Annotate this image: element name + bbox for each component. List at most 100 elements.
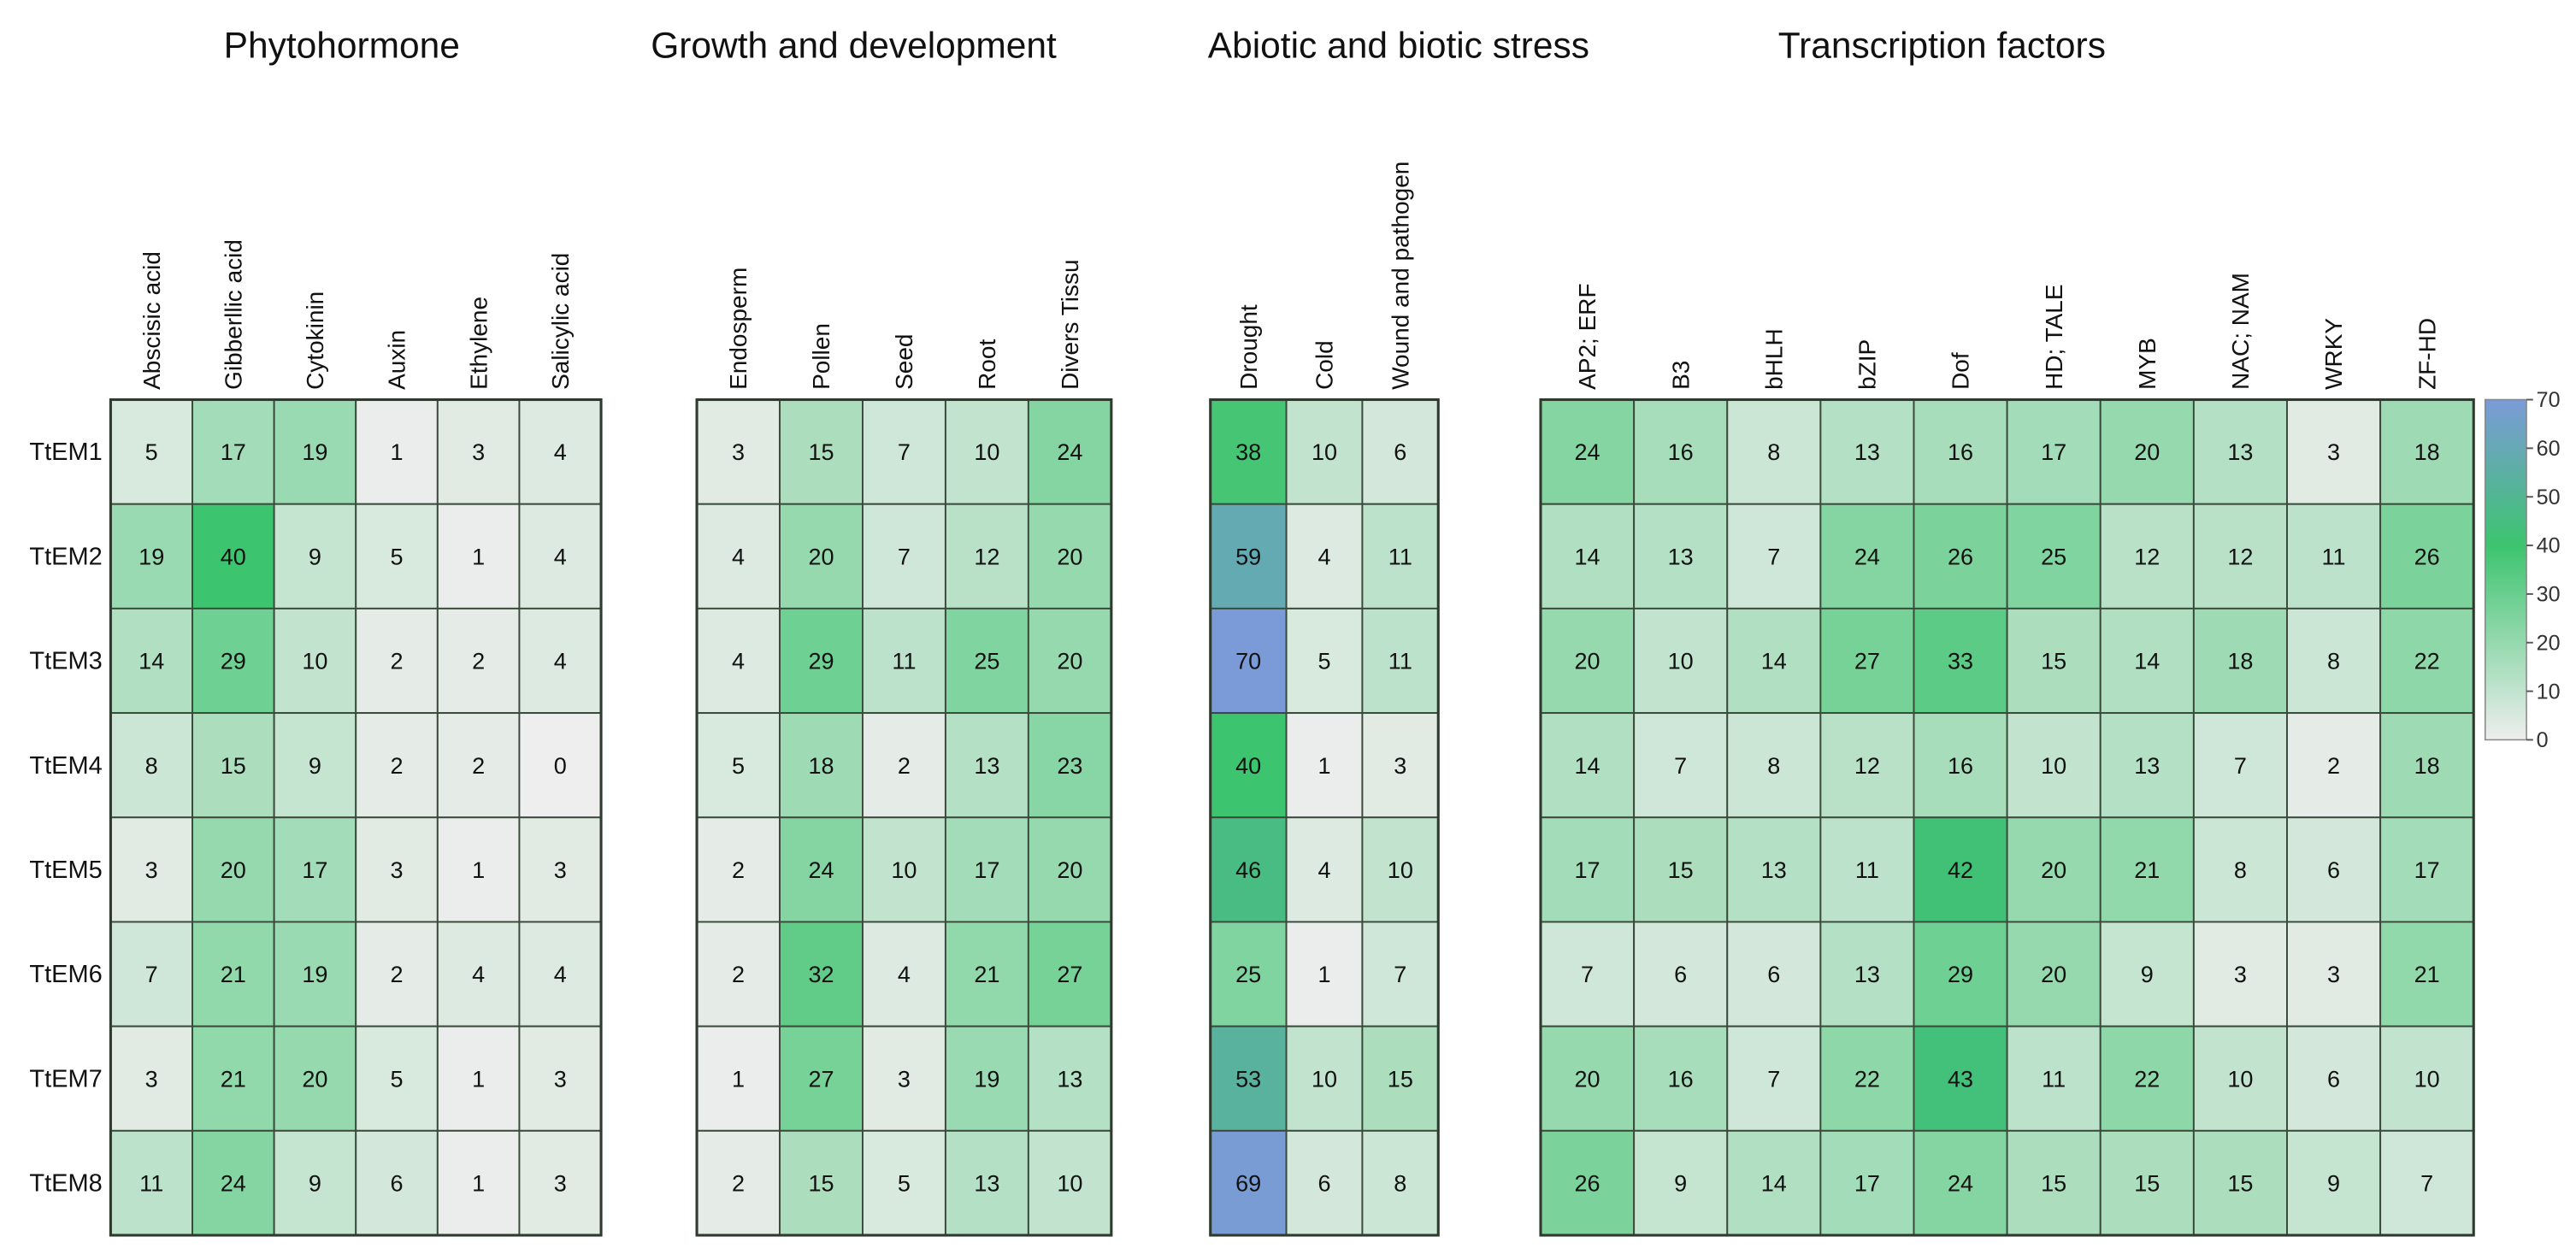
heatmap-cell <box>1361 398 1440 505</box>
heatmap-cell <box>1726 712 1822 819</box>
cell-value: 16 <box>1948 753 1973 779</box>
cell-value: 24 <box>1057 439 1082 465</box>
cell-value: 1 <box>472 1066 485 1092</box>
heatmap-cell <box>1726 398 1822 505</box>
cell-value: 4 <box>898 962 911 987</box>
cell-value: 59 <box>1235 544 1261 569</box>
cell-value: 25 <box>1235 962 1261 987</box>
heatmap-cell <box>944 1129 1029 1236</box>
heatmap-cell <box>109 1129 193 1236</box>
colorbar-tick-label: 60 <box>2537 437 2561 461</box>
cell-value: 2 <box>732 1171 745 1197</box>
cell-value: 27 <box>1854 649 1880 674</box>
heatmap-cell <box>1209 712 1288 819</box>
heatmap-cell <box>1540 1129 1636 1236</box>
cell-value: 12 <box>1854 753 1880 779</box>
panel-title: Abiotic and biotic stress <box>1208 26 1589 67</box>
cell-value: 15 <box>808 1171 834 1197</box>
heatmap-cell <box>1361 816 1440 923</box>
cell-value: 14 <box>2134 649 2160 674</box>
colorbar-tick-label: 70 <box>2537 388 2561 412</box>
cell-value: 10 <box>1312 439 1337 465</box>
heatmap-cell <box>2379 921 2475 1027</box>
cell-value: 15 <box>221 753 246 779</box>
cell-value: 13 <box>974 753 999 779</box>
cell-value: 3 <box>2327 439 2340 465</box>
cell-value: 21 <box>2414 962 2440 987</box>
cell-value: 1 <box>472 857 485 883</box>
cell-value: 9 <box>2327 1171 2340 1197</box>
heatmap-cell <box>944 921 1029 1027</box>
cell-value: 17 <box>1854 1171 1880 1197</box>
cell-value: 2 <box>732 962 745 987</box>
cell-value: 9 <box>309 753 321 779</box>
cell-value: 3 <box>1394 753 1406 779</box>
cell-value: 15 <box>2041 649 2066 674</box>
cell-value: 29 <box>1948 962 1973 987</box>
row-label: TtEM7 <box>29 1065 102 1092</box>
row-label: TtEM8 <box>29 1170 102 1198</box>
cell-value: 7 <box>1767 1066 1780 1092</box>
column-label: bHLH <box>1760 328 1787 390</box>
heatmap-cell <box>1819 712 1915 819</box>
cell-value: 18 <box>2414 439 2440 465</box>
heatmap-cell <box>779 607 864 715</box>
heatmap-cell <box>2192 398 2288 505</box>
cell-value: 13 <box>974 1171 999 1197</box>
cell-value: 2 <box>898 753 911 779</box>
heatmap-cell <box>1209 398 1288 505</box>
heatmap-cell <box>273 1025 357 1132</box>
heatmap-cell <box>2099 503 2195 609</box>
heatmap-cell <box>518 921 602 1027</box>
column-label: B3 <box>1667 361 1694 390</box>
cell-value: 3 <box>145 1066 158 1092</box>
heatmap-cell <box>944 1025 1029 1132</box>
cell-value: 70 <box>1235 649 1261 674</box>
cell-value: 22 <box>2414 649 2440 674</box>
heatmap-cell <box>2006 816 2101 923</box>
heatmap-cell <box>1633 1025 1729 1132</box>
heatmap-cell <box>436 816 521 923</box>
heatmap-cell <box>355 607 439 715</box>
cell-value: 43 <box>1948 1066 1973 1092</box>
heatmap-cell <box>518 1129 602 1236</box>
heatmap-cell <box>1633 1129 1729 1236</box>
heatmap-cell <box>2286 607 2382 715</box>
cell-value: 4 <box>1317 544 1330 569</box>
cell-value: 21 <box>221 962 246 987</box>
heatmap-cell <box>273 1129 357 1236</box>
cell-value: 18 <box>808 753 834 779</box>
heatmap-cell <box>862 1025 946 1132</box>
heatmap-cell <box>1819 607 1915 715</box>
heatmap-cell <box>1633 921 1729 1027</box>
cell-value: 5 <box>898 1171 911 1197</box>
cell-value: 6 <box>1674 962 1687 987</box>
cell-value: 5 <box>732 753 745 779</box>
cell-value: 15 <box>2041 1171 2066 1197</box>
cell-value: 13 <box>1854 962 1880 987</box>
cell-value: 3 <box>554 857 567 883</box>
heatmap-cell <box>2286 503 2382 609</box>
cell-value: 8 <box>145 753 158 779</box>
heatmap-cell <box>2099 816 2195 923</box>
cell-value: 1 <box>1317 753 1330 779</box>
heatmap-cell <box>518 607 602 715</box>
column-label: Seed <box>891 334 917 390</box>
cell-value: 20 <box>2134 439 2160 465</box>
cell-value: 4 <box>732 544 745 569</box>
heatmap-cell <box>779 1025 864 1132</box>
heatmap-cell <box>109 712 193 819</box>
cell-value: 29 <box>808 649 834 674</box>
column-label: Cytokinin <box>302 291 328 390</box>
cell-value: 2 <box>472 753 485 779</box>
heatmap-cell <box>436 607 521 715</box>
heatmap-cell <box>1285 607 1364 715</box>
cell-value: 4 <box>554 649 567 674</box>
heatmap-cell <box>862 607 946 715</box>
heatmap-cell <box>192 712 275 819</box>
cell-value: 13 <box>1057 1066 1082 1092</box>
cell-value: 20 <box>302 1066 327 1092</box>
cell-value: 22 <box>2134 1066 2160 1092</box>
colorbar-gradient <box>2484 398 2527 741</box>
cell-value: 13 <box>1668 544 1694 569</box>
